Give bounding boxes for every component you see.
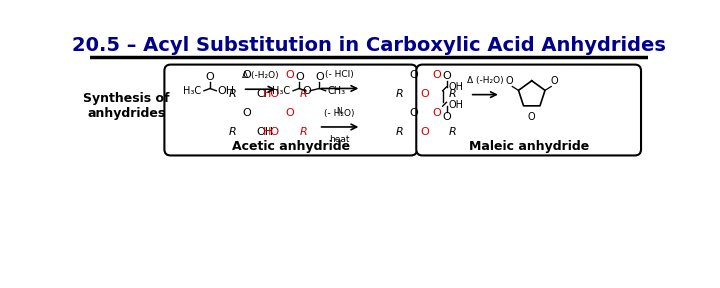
Text: HO: HO [263,127,280,137]
Text: (- HCl): (- HCl) [325,70,354,79]
Text: O: O [420,89,429,99]
Text: Cl: Cl [256,89,268,99]
Text: O: O [242,70,251,80]
Text: Δ (-H₂O): Δ (-H₂O) [467,76,503,85]
Text: O: O [410,109,418,118]
Text: Acetic anhydride: Acetic anhydride [232,140,350,153]
Text: R: R [229,89,236,99]
Text: O: O [505,77,513,86]
Text: R: R [449,127,456,137]
Text: Synthesis of
anhydrides: Synthesis of anhydrides [84,92,170,120]
Text: O: O [286,70,294,80]
Text: O: O [410,70,418,80]
Text: OH: OH [218,86,235,96]
Text: O: O [295,72,304,82]
Text: N: N [337,107,343,116]
Text: O: O [442,71,451,81]
Text: (- H₂O): (- H₂O) [324,109,355,118]
Text: O: O [286,109,294,118]
Text: R: R [449,89,456,99]
Text: O: O [315,72,324,82]
Text: O: O [551,77,558,86]
Text: O: O [420,127,429,137]
Text: H₃C: H₃C [272,86,290,96]
Text: OH: OH [256,127,274,137]
Text: 20.5 – Acyl Substitution in Carboxylic Acid Anhydrides: 20.5 – Acyl Substitution in Carboxylic A… [72,36,666,55]
Text: OH: OH [449,82,464,92]
Text: Δ (-H₂O): Δ (-H₂O) [242,71,279,80]
FancyBboxPatch shape [416,65,641,156]
Text: CH₃: CH₃ [327,86,346,96]
Text: O: O [528,111,536,122]
Text: O: O [206,72,215,82]
Text: O: O [442,112,451,122]
Text: O: O [242,109,251,118]
Text: heat: heat [329,135,350,144]
Text: Maleic anhydride: Maleic anhydride [469,140,589,153]
Text: OH: OH [449,100,464,110]
Text: R: R [300,127,307,137]
Text: H₃C: H₃C [183,86,201,96]
Text: O: O [302,86,311,96]
Text: R: R [300,89,307,99]
Text: R: R [396,89,404,99]
FancyBboxPatch shape [164,65,417,156]
Text: HO: HO [263,89,280,99]
Text: O: O [433,70,441,80]
Text: O: O [433,109,441,118]
Text: R: R [229,127,236,137]
Text: R: R [396,127,404,137]
